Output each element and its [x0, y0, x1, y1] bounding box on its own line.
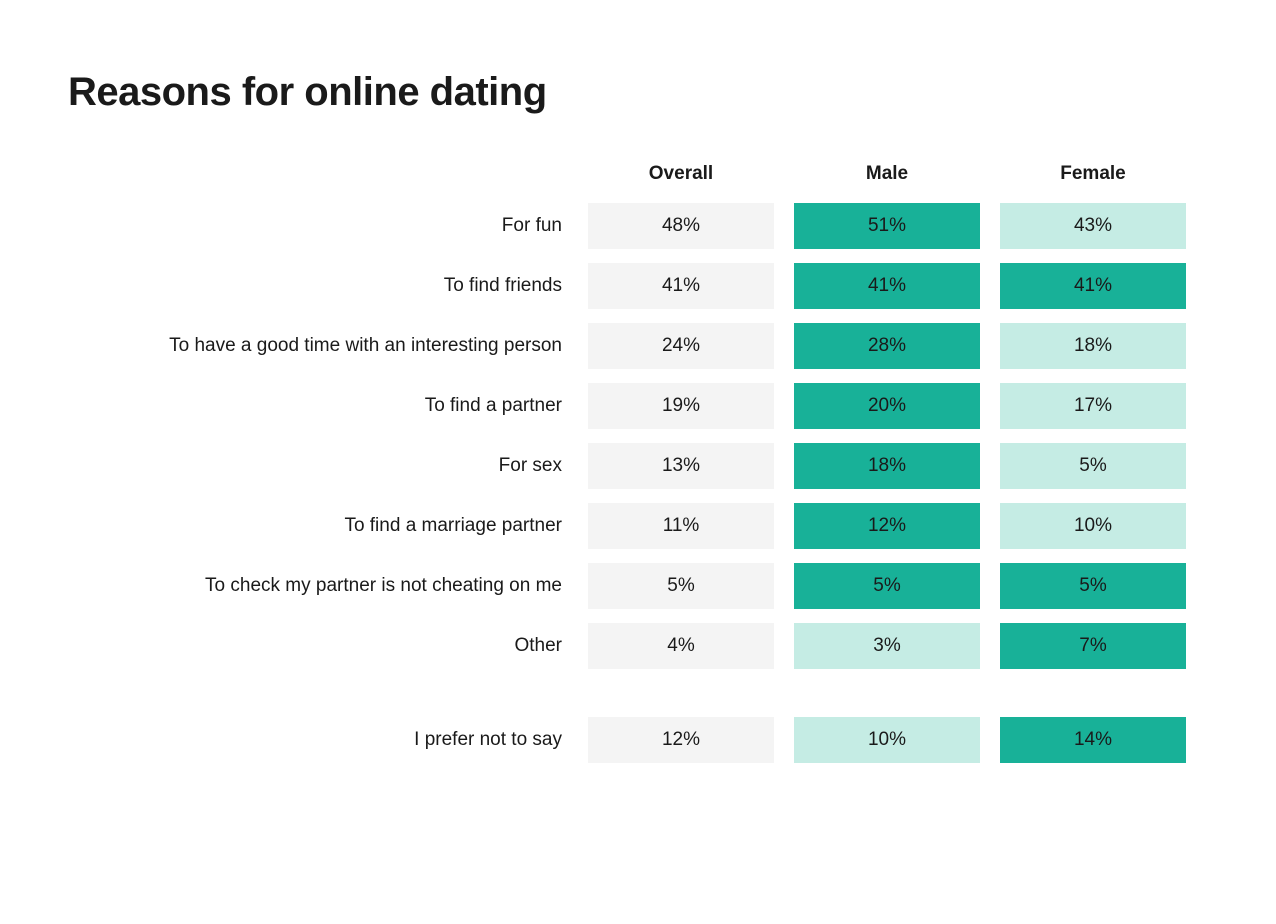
data-cell: 41% [588, 263, 774, 309]
data-cell: 12% [588, 717, 774, 763]
data-cell: 5% [794, 563, 980, 609]
data-cell: 5% [588, 563, 774, 609]
rows-container: For fun 48% 51% 43% To find friends 41% 41% 41%… [68, 203, 1208, 763]
data-cell: 7% [1000, 623, 1186, 669]
header-row: Overall Male Female [68, 163, 1208, 185]
table-row: To find friends 41% 41% 41% [68, 263, 1208, 309]
row-label: To find a partner [68, 395, 568, 417]
chart-canvas: Reasons for online dating Overall Male F… [0, 0, 1276, 924]
data-cell: 10% [1000, 503, 1186, 549]
row-label: To have a good time with an interesting … [68, 335, 568, 357]
row-label: To check my partner is not cheating on m… [68, 575, 568, 597]
data-cell: 43% [1000, 203, 1186, 249]
data-cell: 48% [588, 203, 774, 249]
table-row: For sex 13% 18% 5% [68, 443, 1208, 489]
data-cell: 24% [588, 323, 774, 369]
table-row: To check my partner is not cheating on m… [68, 563, 1208, 609]
row-label: For fun [68, 215, 568, 237]
data-cell: 10% [794, 717, 980, 763]
table-row: To find a partner 19% 20% 17% [68, 383, 1208, 429]
data-cell: 11% [588, 503, 774, 549]
data-cell: 41% [1000, 263, 1186, 309]
data-cell: 5% [1000, 563, 1186, 609]
col-header-male: Male [794, 163, 980, 185]
table-row: To have a good time with an interesting … [68, 323, 1208, 369]
data-cell: 19% [588, 383, 774, 429]
data-cell: 17% [1000, 383, 1186, 429]
data-cell: 28% [794, 323, 980, 369]
data-cell: 12% [794, 503, 980, 549]
chart-title: Reasons for online dating [68, 70, 1208, 115]
col-header-overall: Overall [588, 163, 774, 185]
table-row: For fun 48% 51% 43% [68, 203, 1208, 249]
data-cell: 3% [794, 623, 980, 669]
table-row: I prefer not to say 12% 10% 14% [68, 717, 1208, 763]
row-label: I prefer not to say [68, 729, 568, 751]
row-label: To find friends [68, 275, 568, 297]
row-gap [68, 683, 1208, 717]
data-cell: 18% [1000, 323, 1186, 369]
row-label: To find a marriage partner [68, 515, 568, 537]
data-cell: 51% [794, 203, 980, 249]
data-cell: 4% [588, 623, 774, 669]
data-cell: 14% [1000, 717, 1186, 763]
row-label: Other [68, 635, 568, 657]
row-label: For sex [68, 455, 568, 477]
data-cell: 13% [588, 443, 774, 489]
col-header-female: Female [1000, 163, 1186, 185]
data-cell: 18% [794, 443, 980, 489]
data-cell: 20% [794, 383, 980, 429]
data-cell: 41% [794, 263, 980, 309]
table-row: To find a marriage partner 11% 12% 10% [68, 503, 1208, 549]
table-row: Other 4% 3% 7% [68, 623, 1208, 669]
data-cell: 5% [1000, 443, 1186, 489]
